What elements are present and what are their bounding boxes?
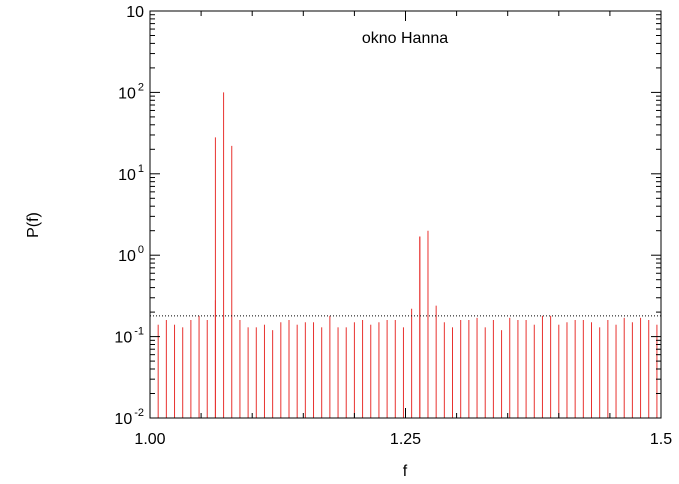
y-tick-label: 10 -1 <box>114 326 144 347</box>
y-tick-label: 10 2 <box>118 81 144 102</box>
y-tick-label: 10 <box>126 4 144 21</box>
x-tick-label: 1.00 <box>134 431 165 448</box>
x-tick-label: 1.5 <box>650 431 672 448</box>
x-axis-label: f <box>403 463 408 480</box>
y-tick-label: 10 1 <box>118 163 144 184</box>
y-tick-label: 10 0 <box>118 244 144 265</box>
spectrum-bars <box>149 92 658 418</box>
plot-frame <box>149 10 662 419</box>
x-axis-ticks: 1.00 1.25 1.5 <box>134 11 672 448</box>
y-axis-label: P(f) <box>25 212 42 238</box>
y-tick-label: 10 -2 <box>114 407 144 428</box>
x-tick-label: 1.25 <box>390 431 421 448</box>
window-annotation: okno Hanna <box>362 30 448 47</box>
